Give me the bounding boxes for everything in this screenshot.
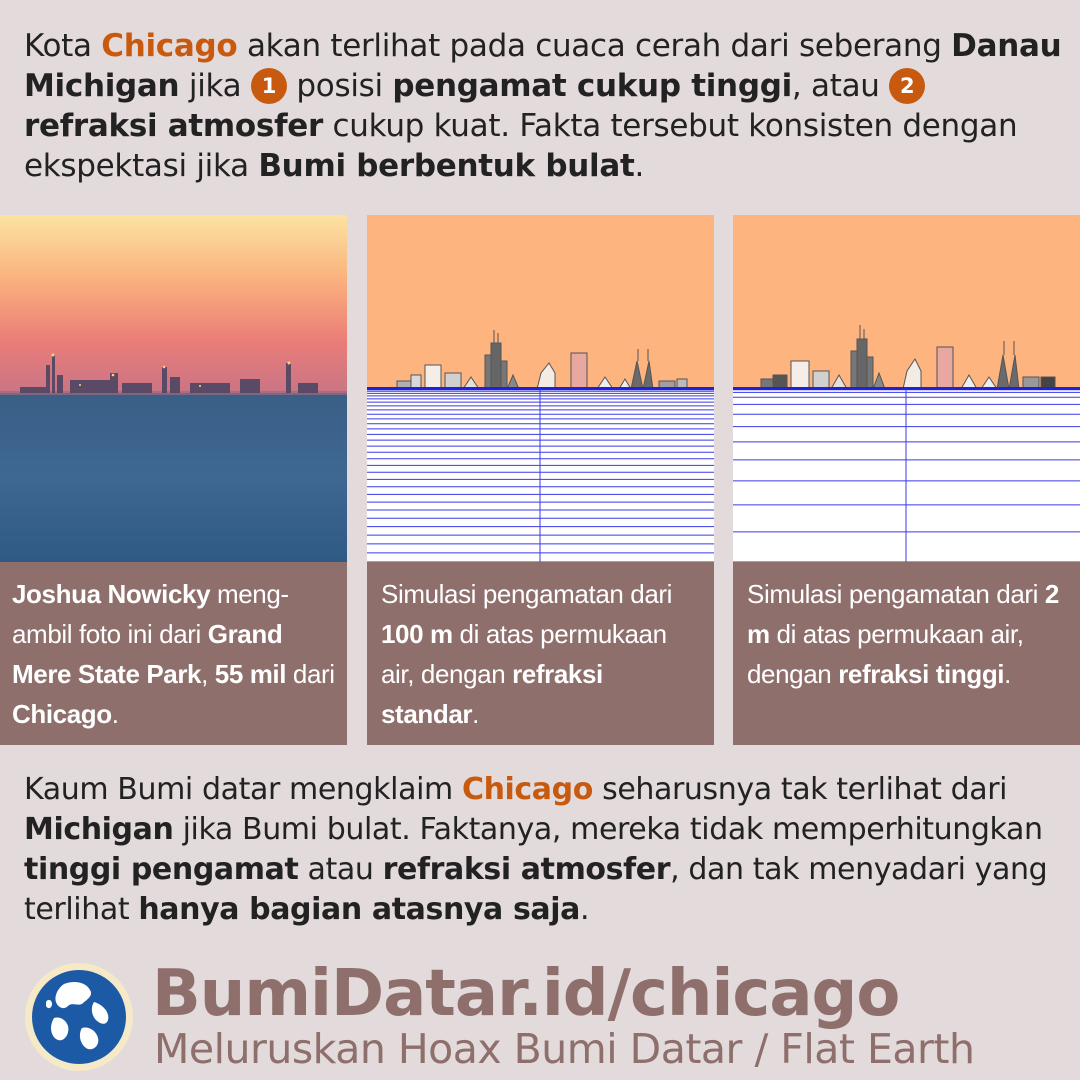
lake-name: Danau Michigan xyxy=(24,28,1062,104)
simulation-panel-100m: Simulasi pengamatan dari 100 m di atas p… xyxy=(367,215,714,745)
simulation-caption-2m: Simulasi pengamatan dari 2 m di atas per… xyxy=(733,562,1080,745)
simulation-caption-100m: Simulasi pengamatan dari 100 m di atas p… xyxy=(367,562,714,745)
simulation-panel-2m: Simulasi pengamatan dari 2 m di atas per… xyxy=(733,215,1080,745)
photo-panel: Joshua Nowicky meng­ambil foto ini dari … xyxy=(0,215,347,745)
brand-tagline: Meluruskan Hoax Bumi Datar / Flat Earth xyxy=(154,1025,975,1073)
number-badge-2: 2 xyxy=(889,68,926,104)
chicago-skyline-photo xyxy=(0,215,347,562)
simulation-image-100m xyxy=(367,215,714,562)
intro-paragraph: Kota Chicago akan terlihat pada cuaca ce… xyxy=(24,28,1062,184)
number-badge-1: 1 xyxy=(250,68,287,104)
outro-paragraph: Kaum Bumi datar mengklaim Chicago seharu… xyxy=(24,772,1048,927)
simulation-image-2m xyxy=(733,215,1080,562)
photo-caption: Joshua Nowicky meng­ambil foto ini dari … xyxy=(0,562,347,745)
brand-url[interactable]: BumiDatar.id/chicago xyxy=(152,957,900,1031)
globe-logo-icon xyxy=(25,963,133,1071)
city-name: Chicago xyxy=(101,28,238,64)
